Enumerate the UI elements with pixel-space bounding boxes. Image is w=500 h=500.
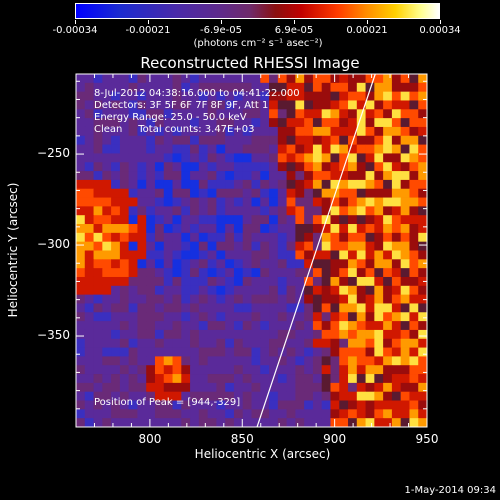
time-range: 8-Jul-2012 04:38:16.000 to 04:41:22.000 <box>94 88 300 99</box>
y-tick-label: −250 <box>37 146 70 161</box>
energy-info: Energy Range: 25.0 - 50.0 keV <box>94 112 247 123</box>
x-tick-label: 800 <box>138 432 162 446</box>
y-axis-label: Heliocentric Y (arcsec) <box>6 182 20 318</box>
x-tick-label: 900 <box>323 432 347 446</box>
detectors-info: Detectors: 3F 5F 6F 7F 8F 9F, Att 1 <box>94 100 269 111</box>
heatmap-image <box>76 74 428 428</box>
colorbar-gradient <box>76 4 439 18</box>
x-tick-label: 850 <box>230 432 254 446</box>
colorbar-tick-label: -0.00034 <box>52 25 98 36</box>
colorbar-tick <box>366 20 368 24</box>
peak-position: Position of Peak = [944,-329] <box>94 397 241 408</box>
colorbar-unit: (photons cm⁻² s⁻¹ asec⁻²) <box>193 38 323 49</box>
plot-frame <box>75 73 428 428</box>
colorbar-tick-label: -6.9e-05 <box>200 25 242 36</box>
y-tick-label: −350 <box>37 328 70 343</box>
y-tick-label: −300 <box>37 237 70 252</box>
colorbar-tick <box>293 20 295 24</box>
x-axis-label: Heliocentric X (arcsec) <box>194 447 331 461</box>
colorbar-tick-label: 6.9e-05 <box>274 25 314 36</box>
solar-limb-line <box>256 73 376 428</box>
colorbar-tick-label: 0.00021 <box>346 25 388 36</box>
colorbar-tick <box>147 20 149 24</box>
colorbar <box>75 3 440 19</box>
colorbar-tick-label: 0.00034 <box>419 25 461 36</box>
timestamp: 1-May-2014 09:34 <box>404 485 496 496</box>
clean-info: Clean Total counts: 3.47E+03 <box>94 124 255 135</box>
colorbar-tick <box>220 20 222 24</box>
colorbar-tick <box>74 20 76 24</box>
chart-title: Reconstructed RHESSI Image <box>140 54 360 72</box>
colorbar-tick <box>439 20 441 24</box>
colorbar-tick-label: -0.00021 <box>125 25 171 36</box>
x-tick-label: 950 <box>415 432 439 446</box>
